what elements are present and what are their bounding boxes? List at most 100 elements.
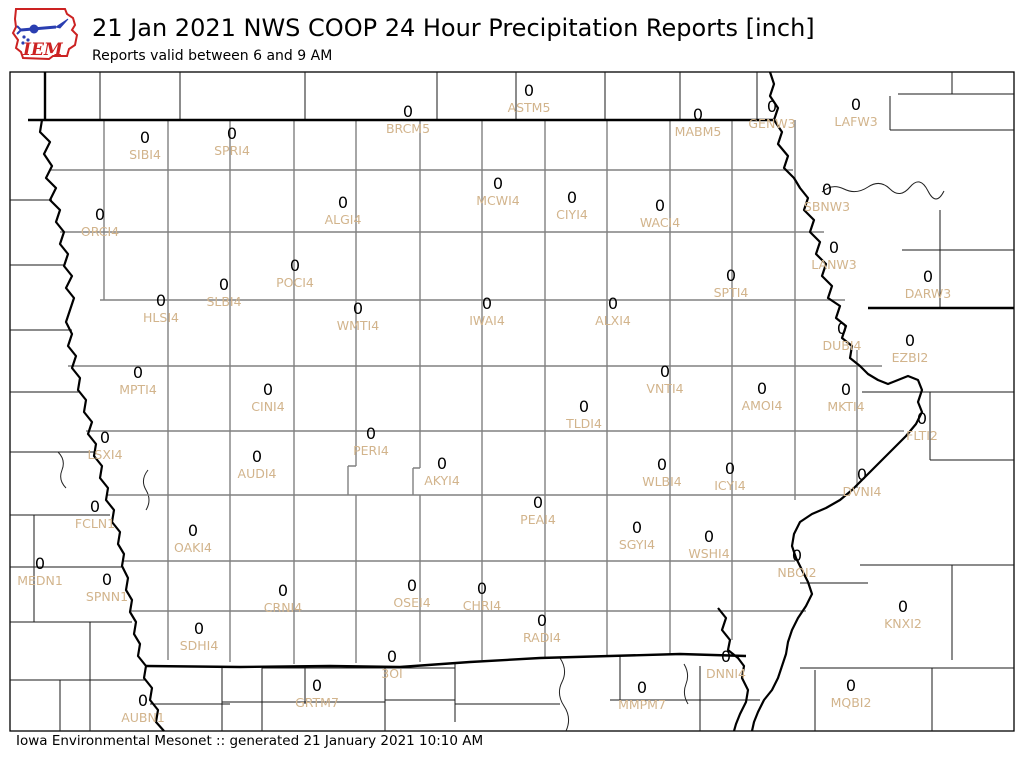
station-value: 0 (133, 363, 143, 382)
station-value: 0 (632, 518, 642, 537)
station-value: 0 (533, 493, 543, 512)
station-id: WMTI4 (337, 318, 379, 333)
station-value: 0 (100, 428, 110, 447)
station-value: 0 (188, 521, 198, 540)
station-value: 0 (493, 174, 503, 193)
station-id: NBOI2 (777, 565, 816, 580)
mississippi-river (750, 71, 924, 732)
station-value: 0 (387, 647, 397, 666)
station-id: AUDI4 (238, 466, 277, 481)
station-id: AKYI4 (424, 473, 460, 488)
station-id: CIYI4 (556, 207, 588, 222)
station-value: 0 (90, 497, 100, 516)
station-id: MCWI4 (476, 193, 520, 208)
station-id: IWAI4 (469, 313, 505, 328)
station-id: MPTI4 (119, 382, 157, 397)
station-value: 0 (138, 691, 148, 710)
station-value: 0 (846, 676, 856, 695)
station-value: 0 (898, 597, 908, 616)
station-id: RADI4 (523, 630, 561, 645)
station-id: WACI4 (640, 215, 680, 230)
station-id: OAKI4 (174, 540, 212, 555)
station-id: LANW3 (811, 257, 856, 272)
station-value: 0 (263, 380, 273, 399)
station-id: FCLN1 (75, 516, 115, 531)
station-id: PERI4 (353, 443, 389, 458)
station-value: 0 (829, 238, 839, 257)
station-value: 0 (567, 188, 577, 207)
station-value: 0 (102, 570, 112, 589)
page-title: 21 Jan 2021 NWS COOP 24 Hour Precipitati… (92, 14, 815, 42)
station-id: SBNW3 (804, 199, 850, 214)
station-value: 0 (252, 447, 262, 466)
station-id: SPRI4 (214, 143, 250, 158)
station-id: GENW3 (748, 116, 795, 131)
station-id: SPTI4 (714, 285, 749, 300)
page-subtitle: Reports valid between 6 and 9 AM (92, 48, 333, 64)
station-value: 0 (660, 362, 670, 381)
station-value: 0 (312, 676, 322, 695)
station-value: 0 (655, 196, 665, 215)
station-value: 0 (792, 546, 802, 565)
station-id: MQBI2 (831, 695, 872, 710)
county-boundaries (50, 120, 904, 664)
station-value: 0 (721, 647, 731, 666)
station-id: SGYI4 (619, 537, 655, 552)
iowa-outline-icon (11, 8, 79, 61)
station-id: ASTM5 (508, 100, 551, 115)
station-id: POCI4 (276, 275, 314, 290)
state-borders (28, 72, 1014, 669)
station-id: PEAI4 (520, 512, 556, 527)
station-value: 0 (194, 619, 204, 638)
neighbor-county-lines (10, 72, 1014, 732)
station-value: 0 (338, 193, 348, 212)
missouri-river (38, 119, 165, 732)
station-id: LAFW3 (834, 114, 877, 129)
station-id: FLTI2 (906, 428, 938, 443)
station-id: ORCI4 (81, 224, 119, 239)
station-id: SLBI4 (206, 294, 241, 309)
rivers (38, 71, 924, 732)
station-value: 0 (227, 124, 237, 143)
station-id: KNXI2 (884, 616, 922, 631)
station-value: 0 (767, 97, 777, 116)
station-value: 0 (353, 299, 363, 318)
station-value: 0 (482, 294, 492, 313)
station-id: WSHI4 (688, 546, 729, 561)
station-id: TLDI4 (565, 416, 602, 431)
station-value: 0 (477, 579, 487, 598)
station-value: 0 (156, 291, 166, 310)
station-value: 0 (95, 205, 105, 224)
station-value: 0 (608, 294, 618, 313)
station-id: HLSI4 (143, 310, 179, 325)
station-value: 0 (637, 678, 647, 697)
station-value: 0 (725, 459, 735, 478)
station-value: 0 (841, 380, 851, 399)
station-id: ALGI4 (325, 212, 362, 227)
station-value: 0 (726, 266, 736, 285)
station-id: SIBI4 (129, 147, 161, 162)
station-value: 0 (219, 275, 229, 294)
station-id: VNTI4 (646, 381, 683, 396)
station-id: MMPM7 (618, 697, 666, 712)
station-value: 0 (851, 95, 861, 114)
station-value: 0 (837, 319, 847, 338)
station-value: 0 (905, 331, 915, 350)
station-value: 0 (537, 611, 547, 630)
station-id: ALXI4 (595, 313, 631, 328)
station-value: 0 (407, 576, 417, 595)
station-value: 0 (35, 554, 45, 573)
station-value: 0 (366, 424, 376, 443)
station-value: 0 (524, 81, 534, 100)
station-id: EZBI2 (892, 350, 929, 365)
station-id: CINI4 (251, 399, 284, 414)
station-value: 0 (140, 128, 150, 147)
station-value: 0 (857, 465, 867, 484)
map-border (9, 71, 1015, 732)
footer-credit: Iowa Environmental Mesonet :: generated … (16, 733, 484, 749)
station-id: MEDN1 (17, 573, 63, 588)
station-value: 0 (657, 455, 667, 474)
station-value: 0 (579, 397, 589, 416)
